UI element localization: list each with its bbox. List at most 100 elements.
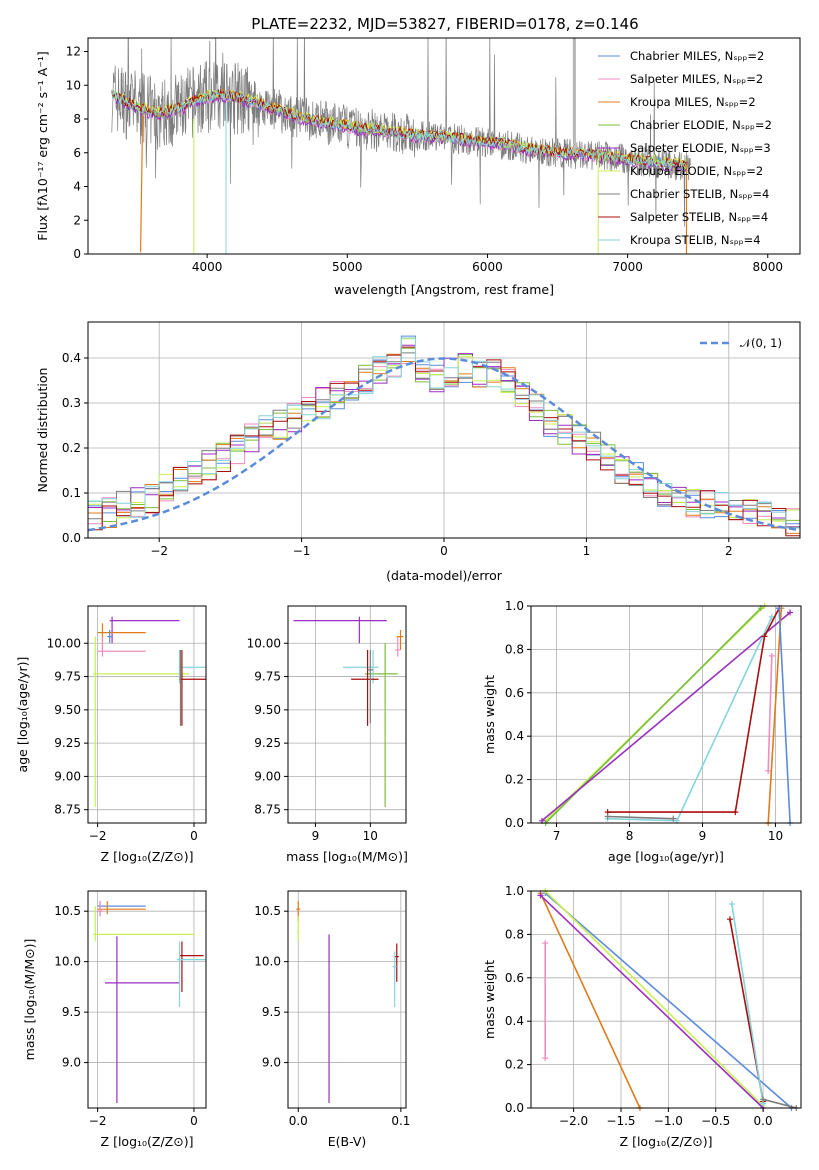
weight-line-kroupa-miles: [539, 892, 641, 1109]
residuals-y-tick-label: 0.1: [62, 486, 81, 500]
weight-vs-age-x-axis-label: age [log₁₀(age/yr)]: [608, 849, 724, 864]
spectrum-y-axis-label: Flux [fλ10⁻¹⁷ erg cm⁻² s⁻¹ A⁻¹]: [35, 51, 50, 240]
spectrum-y-tick-label: 8: [73, 112, 81, 126]
weight-vs-metallicity-ticks: −2.0 −1.5 −1.0 −0.5 0.0 0.0 0.2 0.4 0.6 0.8 1.0: [505, 884, 773, 1128]
age-vs-metallicity-y-tick-label: 9.75: [54, 670, 81, 684]
mass-vs-extinction-grid: [288, 891, 406, 1108]
weight-vs-age-axes-frame: [530, 605, 802, 824]
age-vs-mass-x-tick-label: 9: [312, 829, 320, 843]
residuals-y-tick-label: 0.0: [62, 531, 81, 545]
age-vs-metallicity-panel: −2 0 8.75 9.00 9.25 9.50 9.75 10.00 Z [log₁₀(Z/Z…: [15, 605, 207, 864]
age-vs-metallicity-y-tick-label: 9.50: [54, 703, 81, 717]
spectrum-y-tick-label: 6: [73, 146, 81, 160]
mass-vs-metallicity-x-tick-label: −2: [89, 1114, 107, 1128]
weight-vs-metallicity-x-axis-label: Z [log₁₀(Z/Z⊙)]: [620, 1134, 713, 1149]
age-vs-mass-ticks: 9 10 8.75 9.00 9.25 9.50 9.75 10.00: [247, 636, 378, 843]
age-vs-metallicity-x-tick-label: 0: [190, 829, 198, 843]
weight-line-chabrier-stelib: [762, 1098, 797, 1109]
age-vs-mass-x-tick-label: 10: [363, 829, 378, 843]
mass-vs-extinction-marks: [296, 901, 399, 1103]
spectrum-x-tick-label: 4000: [192, 260, 223, 274]
age-vs-metallicity-y-tick-label: 10.00: [47, 636, 81, 650]
residuals-panel: −2 −1 0 1 2 0.0 0.1 0.2 0.3 0.4 (data-model)/erro…: [35, 321, 801, 583]
weight-vs-metallicity-y-tick-label: 0.6: [505, 971, 524, 985]
weight-vs-metallicity-y-tick-label: 0.0: [505, 1101, 524, 1115]
weight-line-chabrier-stelib-marker: [670, 815, 677, 822]
mass-vs-metallicity-ticks: −2 0 9.0 9.5 10.0 10.5: [54, 904, 197, 1128]
weight-line-salpeter-miles-marker: [542, 1055, 549, 1062]
weight-line-chabrier-stelib: [607, 815, 674, 820]
residuals-ticks: −2 −1 0 1 2 0.0 0.1 0.2 0.3 0.4: [62, 351, 733, 558]
spectrum-panel: 4000 5000 6000 7000 8000 0 2 4 6 8 10 12 wavelength…: [35, 37, 801, 297]
age-vs-metallicity-grid: [88, 606, 206, 823]
mass-vs-metallicity-y-axis-label: mass [log₁₀(M/M⊙)]: [22, 939, 37, 1061]
weight-vs-age-x-tick-label: 9: [699, 829, 707, 843]
weight-line-salpeter-elodie: [539, 894, 764, 1109]
weight-line-salpeter-elodie-marker: [787, 609, 794, 616]
weight-vs-age-y-tick-label: 0.2: [505, 773, 524, 787]
weight-vs-age-y-tick-label: 1.0: [505, 599, 524, 613]
legend-label-kroupa-elodie: Kroupa ELODIE, Nₛₚₚ=2: [630, 164, 763, 178]
age-vs-metallicity-axes-frame: [87, 605, 207, 824]
residuals-x-tick-label: 2: [725, 544, 733, 558]
mass-vs-extinction-panel: 0.0 0.1 9.0 9.5 10.0 10.5 E(B-V): [254, 890, 410, 1149]
weight-line-chabrier-stelib-marker: [760, 1096, 767, 1103]
spectrum-model-line-salpeter-stelib: [111, 89, 688, 169]
legend-label-salpeter-stelib: Salpeter STELIB, Nₛₚₚ=4: [630, 210, 768, 224]
weight-vs-age-panel: 7 8 9 10 0.0 0.2 0.4 0.6 0.8 1.0 age [log₁₀(age/yr…: [482, 599, 802, 864]
weight-vs-age-x-tick-label: 7: [553, 829, 561, 843]
age-vs-mass-grid: [288, 606, 406, 823]
mass-vs-metallicity-x-axis-label: Z [log₁₀(Z/Z⊙)]: [101, 1134, 194, 1149]
spectrum-y-tick-label: 2: [73, 213, 81, 227]
weight-vs-age-marks: [538, 603, 794, 826]
legend-label-chabrier-miles: Chabrier MILES, Nₛₚₚ=2: [630, 49, 764, 63]
residuals-grid: [88, 322, 800, 539]
weight-line-salpeter-miles-marker: [768, 652, 775, 659]
weight-line-chabrier-stelib-marker: [604, 813, 611, 820]
age-vs-metallicity-y-tick-label: 8.75: [54, 803, 81, 817]
weight-vs-metallicity-axes-frame: [530, 890, 802, 1109]
age-vs-mass-panel: 9 10 8.75 9.00 9.25 9.50 9.75 10.00 mass [log₁₀(…: [247, 605, 408, 864]
age-vs-mass-y-tick-label: 9.00: [254, 769, 281, 783]
weight-vs-age-grid: [531, 605, 801, 824]
weight-vs-age-x-tick-label: 8: [626, 829, 634, 843]
weight-line-salpeter-miles-marker: [765, 767, 772, 774]
weight-vs-age-y-tick-label: 0.8: [505, 642, 524, 656]
weight-vs-metallicity-y-tick-label: 0.2: [505, 1058, 524, 1072]
mass-vs-extinction-ticks: 0.0 0.1 9.0 9.5 10.0 10.5: [254, 904, 410, 1128]
age-vs-metallicity-y-axis-label: age [log₁₀(age/yr)]: [15, 657, 30, 773]
spectrum-data-line: [111, 38, 691, 227]
age-vs-metallicity-y-tick-label: 9.25: [54, 736, 81, 750]
weight-line-salpeter-stelib: [607, 607, 780, 813]
residuals-legend: 𝒩(0, 1): [700, 336, 782, 350]
mass-vs-extinction-y-tick-label: 9.5: [262, 1005, 281, 1019]
spectrum-legend: Chabrier MILES, Nₛₚₚ=2 Salpeter MILES, Nₛ…: [598, 49, 772, 247]
spectrum-y-tick-label: 12: [66, 45, 81, 59]
residual-histogram-kroupa-stelib: [88, 337, 800, 529]
spectrum-model-line-kroupa-stelib: [111, 89, 688, 171]
weight-vs-age-y-tick-label: 0.4: [505, 729, 524, 743]
mass-vs-metallicity-grid: [88, 891, 206, 1108]
mass-vs-extinction-y-tick-label: 10.5: [254, 904, 281, 918]
mass-vs-extinction-x-axis-label: E(B-V): [328, 1134, 367, 1149]
mass-vs-extinction-y-tick-label: 9.0: [262, 1056, 281, 1070]
mass-vs-metallicity-y-tick-label: 10.0: [54, 955, 81, 969]
legend-label-kroupa-miles: Kroupa MILES, Nₛₚₚ=2: [630, 95, 756, 109]
mass-vs-metallicity-x-tick-label: 0: [190, 1114, 198, 1128]
mass-vs-metallicity-y-tick-label: 9.5: [62, 1005, 81, 1019]
spectrum-y-tick-label: 4: [73, 180, 81, 194]
spectrum-model-edge: [139, 115, 144, 253]
weight-vs-metallicity-panel: −2.0 −1.5 −1.0 −0.5 0.0 0.0 0.2 0.4 0.6 0.8 1.0 Z […: [482, 884, 802, 1149]
weight-vs-age-y-tick-label: 0.0: [505, 816, 524, 830]
weight-vs-metallicity-x-tick-label: −2.0: [559, 1114, 588, 1128]
weight-line-salpeter-elodie: [541, 611, 791, 822]
age-vs-metallicity-marks: [92, 616, 206, 808]
weight-line-salpeter-elodie-marker: [537, 892, 544, 899]
spectrum-lines: [111, 38, 691, 254]
mass-vs-metallicity-y-tick-label: 10.5: [54, 904, 81, 918]
weight-line-chabrier-miles: [778, 608, 791, 824]
weight-vs-age-x-tick-label: 10: [768, 829, 783, 843]
mass-vs-extinction-x-tick-label: 0.0: [289, 1114, 308, 1128]
legend-label-kroupa-stelib: Kroupa STELIB, Nₛₚₚ=4: [630, 233, 761, 247]
